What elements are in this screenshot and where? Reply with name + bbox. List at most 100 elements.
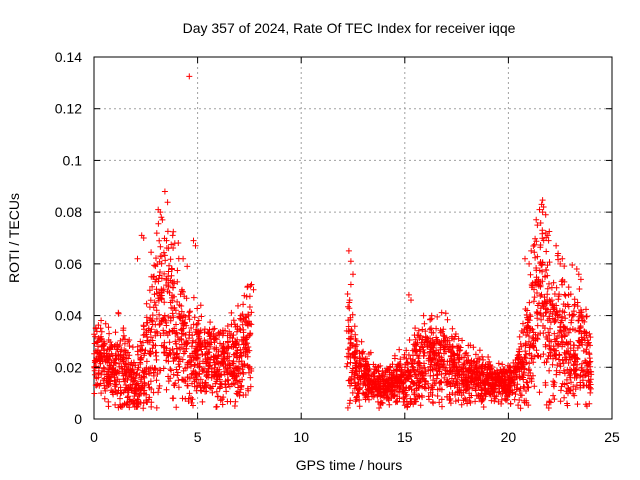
data-point [526,333,532,340]
data-point [180,367,187,374]
data-point [219,347,226,354]
data-point [129,362,136,369]
data-point [391,355,398,362]
data-point [426,352,433,358]
data-point [512,357,519,363]
data-point [216,366,223,373]
data-point [221,368,228,375]
data-point [412,395,419,402]
data-point [153,255,159,262]
data-point [546,280,552,287]
data-point [169,310,176,317]
data-point [157,367,164,374]
data-point [531,353,538,360]
data-point [248,365,255,372]
data-point [153,377,160,384]
data-point [224,344,231,351]
data-point [455,335,462,342]
data-point [530,298,537,305]
data-point [572,327,579,334]
data-point [185,395,192,402]
data-point [245,311,252,318]
data-point [472,398,479,405]
data-point [455,343,462,350]
data-point [495,389,502,396]
data-point [156,237,163,244]
data-point [540,351,547,358]
data-point [413,347,420,354]
data-point [248,281,255,288]
data-point [508,378,515,385]
data-point [106,330,113,337]
data-point [169,232,176,239]
data-point [394,383,401,390]
data-point [545,237,552,244]
data-point [452,331,459,337]
data-point [551,330,558,337]
data-point [587,376,594,383]
data-point [439,403,445,410]
data-point [186,73,193,80]
data-point [370,373,377,380]
data-point [197,387,204,394]
data-point [112,387,119,394]
data-point [163,345,170,352]
data-point [578,315,585,322]
data-point [237,315,244,322]
data-point [537,310,544,317]
data-point [446,358,453,365]
data-point [438,342,445,349]
data-point [550,378,557,385]
data-point [515,348,522,355]
data-point [472,387,479,394]
data-point [216,330,223,337]
data-point [99,367,106,374]
data-point [213,388,220,395]
data-point [364,393,371,400]
data-point [135,351,141,358]
data-point [135,398,142,405]
data-point [511,396,518,403]
data-point [530,372,536,379]
data-point [410,357,416,364]
data-point [396,361,403,367]
data-point [188,399,195,406]
data-point [178,288,185,295]
data-point [353,337,360,344]
data-point [531,241,538,248]
data-point [375,398,381,405]
data-point [540,313,547,320]
y-axis-label: ROTI / TECUs [6,193,22,283]
data-point [456,371,463,378]
data-point [526,312,533,318]
data-point [464,400,471,407]
data-point [159,287,166,294]
data-point [477,379,484,386]
data-point [533,238,540,245]
data-point [397,356,404,363]
data-point [344,404,351,411]
data-point [582,357,589,364]
data-point [515,354,522,361]
data-point [165,282,172,289]
data-point [528,355,535,362]
data-point [158,317,165,324]
data-point [145,366,152,373]
data-point [571,301,578,308]
data-point [108,359,115,366]
data-point [154,371,161,377]
data-point [195,380,202,386]
data-point [551,396,558,403]
data-point [405,375,412,382]
data-point [197,302,204,309]
data-point [169,284,176,291]
data-point [182,365,189,372]
data-point [528,284,535,291]
data-point [214,393,221,400]
data-point [486,391,493,398]
data-point [449,325,456,332]
data-point [583,382,590,389]
data-point [480,404,487,410]
data-point [196,343,203,350]
data-point [227,398,234,405]
